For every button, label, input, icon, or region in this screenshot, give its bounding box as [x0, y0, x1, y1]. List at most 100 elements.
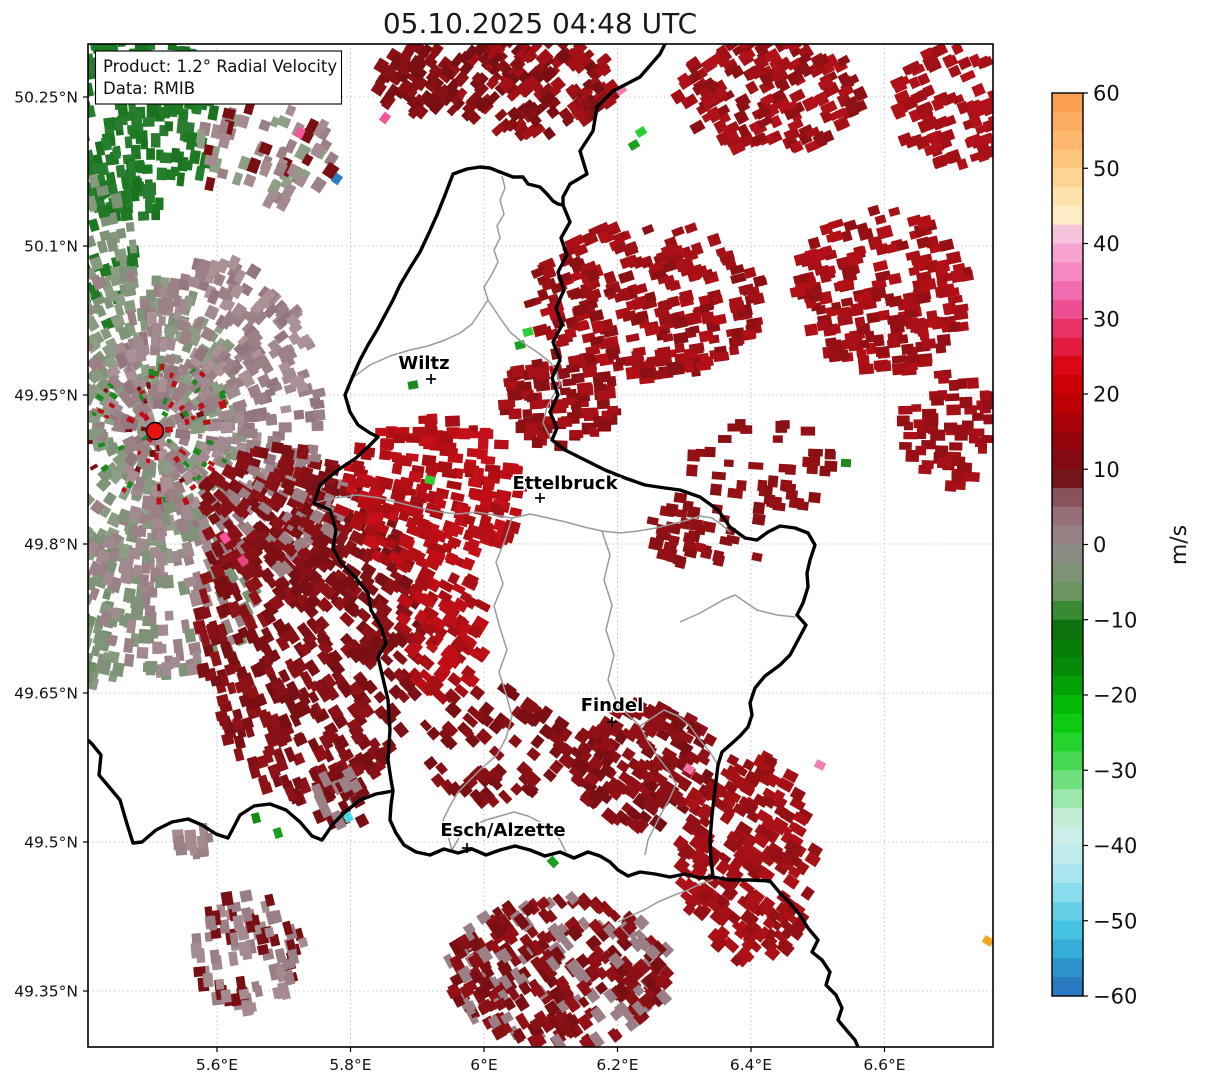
radar-cell — [67, 195, 80, 207]
radar-cell — [280, 457, 294, 469]
radar-cell — [59, 169, 72, 186]
radar-cell — [250, 534, 269, 553]
radar-cell — [732, 327, 746, 341]
radar-cell — [291, 165, 304, 181]
radar-cell — [63, 430, 76, 440]
radar-cell — [177, 357, 184, 364]
radar-cell — [698, 352, 710, 363]
radar-cell — [58, 149, 68, 162]
radar-cell — [583, 771, 600, 787]
radar-cell — [406, 59, 424, 77]
radar-cell — [121, 393, 137, 409]
radar-cell — [68, 34, 82, 50]
radar-cell — [42, 150, 57, 164]
radar-cell — [411, 549, 426, 565]
radar-cell — [359, 570, 373, 584]
radar-cell — [138, 44, 150, 53]
radar-cell — [373, 57, 390, 75]
radar-cell — [43, 425, 58, 436]
radar-cell — [198, 588, 210, 605]
radar-cell — [654, 348, 670, 360]
radar-cell — [339, 611, 355, 628]
radar-cell — [233, 747, 245, 762]
radar-cell — [835, 349, 850, 362]
radar-cell — [413, 66, 428, 81]
radar-cell — [146, 382, 151, 389]
radar-cell — [189, 368, 197, 376]
radar-cell — [722, 44, 739, 52]
colorbar-band — [1052, 751, 1083, 771]
radar-cell — [295, 333, 313, 350]
radar-cell — [69, 327, 84, 343]
radar-cell — [214, 516, 231, 532]
radar-cell — [123, 451, 139, 467]
radar-cell — [578, 748, 593, 762]
radar-cell — [946, 287, 960, 298]
radar-cell — [209, 675, 223, 687]
radar-cell — [323, 151, 339, 168]
colorbar-band — [1052, 450, 1083, 470]
radar-cell — [190, 415, 197, 421]
radar-cell — [170, 147, 180, 163]
radar-cell — [65, 107, 78, 122]
radar-cell — [88, 310, 89, 329]
colorbar-band — [1052, 600, 1083, 621]
radar-cell — [95, 393, 105, 402]
radar-cell — [987, 88, 993, 100]
radar-cell — [363, 656, 378, 671]
radar-cell — [596, 389, 610, 401]
colorbar-band — [1052, 337, 1083, 357]
radar-cell — [942, 54, 956, 68]
radar-cell — [46, 115, 58, 127]
radar-cell — [192, 447, 202, 456]
radar-cell — [44, 353, 60, 368]
radar-cell — [646, 516, 659, 526]
radar-cell — [466, 523, 483, 537]
radar-cell — [839, 75, 855, 90]
radar-cell — [151, 275, 162, 286]
radar-cell — [56, 432, 67, 443]
radar-cell — [296, 578, 316, 598]
radar-cell — [875, 242, 890, 256]
radar-cell — [395, 620, 413, 637]
radar-cell — [117, 102, 129, 118]
radar-cell — [106, 634, 118, 645]
radar-cell — [767, 475, 779, 488]
radar-cell — [180, 466, 186, 473]
radar-cell — [284, 627, 301, 645]
radar-cell — [51, 429, 65, 438]
radar-cell — [106, 22, 116, 33]
radar-cell — [112, 315, 126, 328]
radar-cell — [202, 972, 214, 988]
colorbar-band — [1052, 638, 1083, 658]
radar-cell — [284, 138, 298, 154]
colorbar-tick-label: −30 — [1093, 759, 1137, 783]
radar-cell — [68, 341, 87, 360]
radar-cell — [146, 311, 157, 325]
radar-cell — [113, 302, 125, 317]
radar-cell — [101, 469, 114, 482]
radar-cell — [737, 44, 753, 50]
radar-cell — [38, 118, 52, 134]
radar-cell — [808, 248, 825, 264]
radar-cell — [385, 561, 400, 575]
radar-cell — [562, 397, 576, 406]
radar-cell — [737, 123, 751, 138]
radar-cell — [719, 535, 734, 547]
lat-tick-label: 50.25°N — [14, 89, 78, 107]
radar-cell — [182, 469, 197, 485]
radar-cell — [532, 412, 545, 423]
radar-cell — [316, 649, 333, 666]
radar-cell — [311, 399, 325, 410]
radar-cell — [262, 196, 275, 210]
radar-cell — [595, 371, 612, 384]
radar-cell — [94, 633, 107, 649]
radar-cell — [479, 514, 492, 525]
colorbar-band — [1052, 770, 1083, 790]
radar-cell — [772, 501, 786, 512]
radar-cell — [267, 649, 281, 663]
radar-cell — [446, 427, 460, 436]
radar-cell — [97, 442, 106, 448]
radar-cell — [119, 571, 129, 583]
radar-cell — [918, 464, 932, 475]
